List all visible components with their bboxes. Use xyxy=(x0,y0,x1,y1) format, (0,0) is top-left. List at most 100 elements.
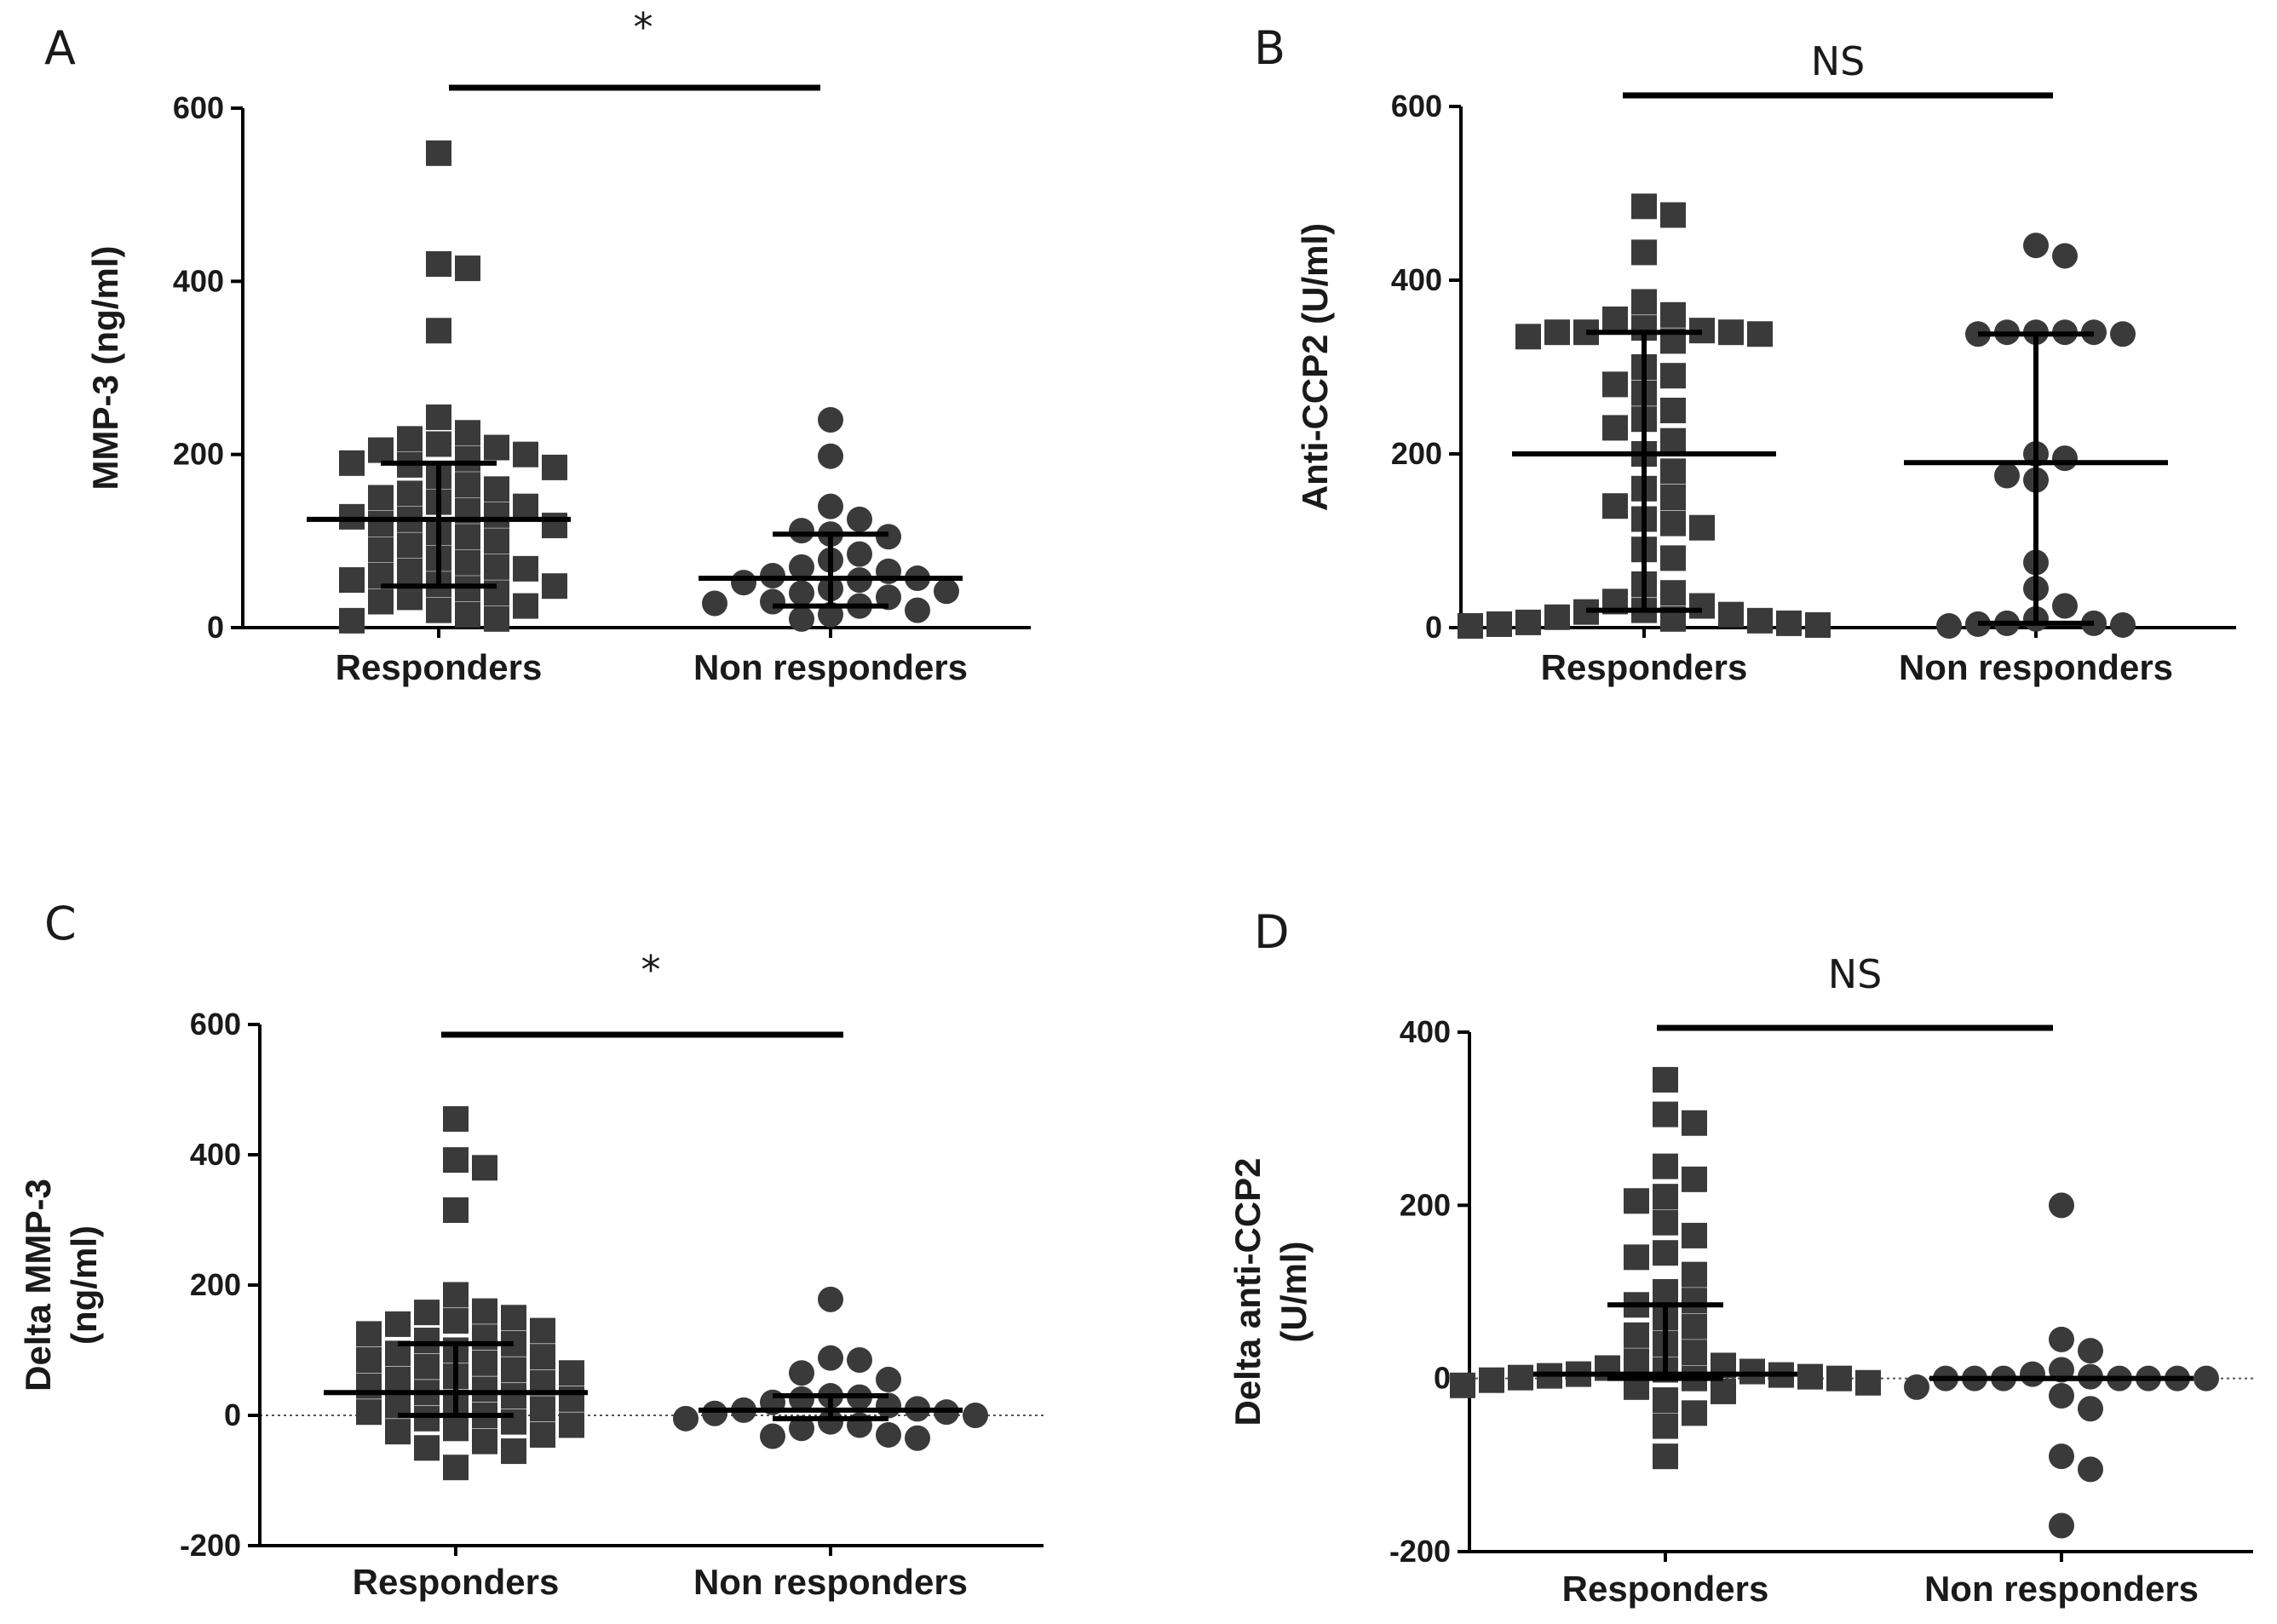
data-point xyxy=(1660,301,1686,328)
data-point xyxy=(1624,1322,1649,1348)
data-point xyxy=(397,584,423,611)
data-point xyxy=(1747,607,1773,634)
y-axis-title: Delta MMP-3 xyxy=(18,1179,58,1392)
y-axis-title: Anti-CCP2 (U/ml) xyxy=(1295,223,1335,511)
data-point xyxy=(1747,321,1773,347)
data-point xyxy=(397,480,423,507)
data-point xyxy=(1826,1365,1852,1392)
data-point xyxy=(339,607,365,634)
data-point xyxy=(731,570,756,596)
data-point xyxy=(702,590,727,617)
data-point xyxy=(789,1360,814,1386)
y-tick-label: -200 xyxy=(180,1528,241,1563)
data-point xyxy=(1660,485,1686,510)
data-point xyxy=(818,1409,843,1435)
data-point xyxy=(356,1399,382,1426)
data-point xyxy=(501,1383,526,1409)
data-point xyxy=(1904,1374,1929,1400)
data-point xyxy=(789,518,814,544)
data-point xyxy=(2049,1383,2074,1409)
data-point xyxy=(368,537,394,563)
data-point xyxy=(455,255,480,282)
data-point xyxy=(385,1366,411,1392)
data-point xyxy=(1653,1240,1678,1266)
data-point xyxy=(789,1415,814,1442)
data-point xyxy=(905,1425,930,1451)
data-point xyxy=(818,493,843,519)
data-point xyxy=(818,1345,843,1371)
data-point xyxy=(385,1419,411,1445)
data-point xyxy=(2110,611,2136,638)
data-point xyxy=(1450,1372,1475,1398)
panel-letter-c: C xyxy=(44,897,77,950)
data-point xyxy=(876,1421,901,1448)
data-point xyxy=(1479,1367,1504,1393)
data-point xyxy=(1602,415,1628,441)
data-point xyxy=(530,1421,555,1448)
data-point xyxy=(1682,1340,1707,1366)
data-point xyxy=(2052,243,2078,269)
data-point xyxy=(2049,1192,2074,1219)
data-point xyxy=(1653,1387,1678,1414)
data-point xyxy=(789,554,814,580)
x-category-label: Responders xyxy=(336,647,543,687)
data-point xyxy=(414,1300,440,1326)
data-point xyxy=(397,426,423,452)
panel-b: B 0 200 400 600 Responders Non responders Anti… xyxy=(1254,21,2236,687)
panel-d: D -200 0 200 400 Responders Non responders Del… xyxy=(1228,905,2253,1609)
data-point xyxy=(426,431,451,457)
data-point xyxy=(484,434,509,461)
data-point xyxy=(2078,1456,2103,1483)
data-point xyxy=(414,1353,440,1380)
data-point xyxy=(484,528,509,554)
data-point xyxy=(1486,611,1512,637)
data-point xyxy=(876,524,901,550)
data-point xyxy=(1776,610,1802,636)
data-point xyxy=(1682,1222,1707,1248)
data-point xyxy=(368,588,394,615)
data-point xyxy=(760,563,785,588)
data-point xyxy=(1682,1400,1707,1426)
data-point xyxy=(1718,319,1744,346)
data-point xyxy=(1682,1166,1707,1192)
x-category-label: Responders xyxy=(353,1562,560,1602)
data-point xyxy=(455,420,480,446)
data-point xyxy=(1653,1101,1678,1128)
panel-letter-a: A xyxy=(44,21,76,75)
y-tick-label: 200 xyxy=(1400,1187,1451,1222)
y-axis-title: (U/ml) xyxy=(1274,1242,1314,1343)
data-point xyxy=(339,567,365,594)
data-point xyxy=(455,549,480,576)
data-point xyxy=(356,1346,382,1373)
data-point xyxy=(513,441,538,468)
data-point xyxy=(443,1147,469,1174)
data-point xyxy=(1660,580,1686,606)
data-point xyxy=(1994,462,2020,489)
data-point xyxy=(1660,458,1686,485)
significance-label: * xyxy=(634,4,653,50)
data-point xyxy=(397,532,423,559)
data-point xyxy=(1797,1363,1823,1390)
x-category-label: Non responders xyxy=(1899,647,2173,687)
axes-d: -200 0 200 400 Responders Non responders Delta… xyxy=(1228,951,2253,1609)
data-point xyxy=(484,502,509,528)
data-point xyxy=(1544,319,1570,346)
data-point xyxy=(2078,1338,2103,1364)
data-point xyxy=(1624,1244,1649,1271)
data-point xyxy=(542,513,567,539)
data-point xyxy=(1936,612,1962,639)
data-point xyxy=(876,1366,901,1392)
data-point xyxy=(1624,1348,1649,1374)
data-point xyxy=(1653,1443,1678,1470)
data-point xyxy=(1653,1279,1678,1305)
y-tick-label: 600 xyxy=(173,90,224,125)
data-point xyxy=(1653,1066,1678,1093)
y-tick-label: 200 xyxy=(173,437,224,472)
data-point xyxy=(2049,1443,2074,1470)
data-point xyxy=(443,1197,469,1224)
data-point xyxy=(443,1105,469,1132)
data-point xyxy=(2194,1365,2219,1392)
data-point xyxy=(443,1455,469,1481)
data-point xyxy=(501,1305,526,1331)
